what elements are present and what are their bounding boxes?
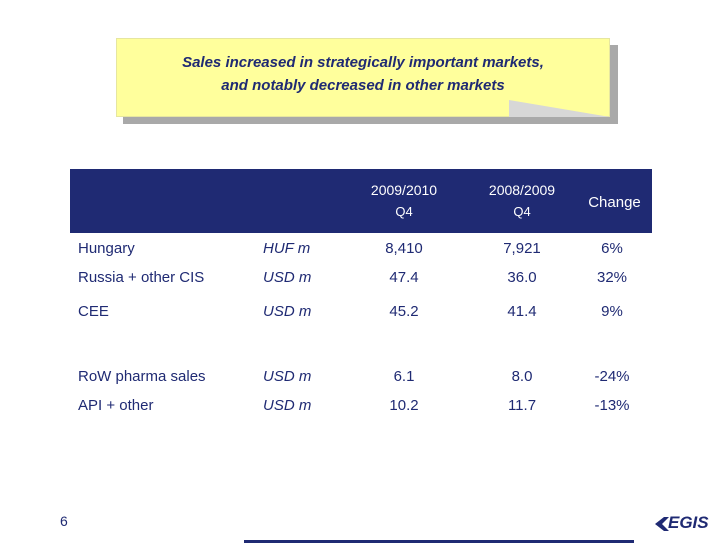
footer-divider (244, 540, 634, 543)
table-header (70, 169, 652, 233)
row-change: -24% (594, 368, 630, 385)
header-col-2008-2009-year: 2008/2009 (488, 182, 556, 198)
row-label: Hungary (78, 240, 135, 257)
row-value-2008-2009: 7,921 (503, 240, 541, 257)
table-row: Russia + other CIS USD m 47.4 36.0 32% (0, 269, 728, 293)
header-col-change: Change (572, 194, 657, 211)
headline-text: Sales increased in strategically importa… (117, 51, 609, 97)
row-label: RoW pharma sales (78, 368, 206, 385)
table-row: Hungary HUF m 8,410 7,921 6% (0, 240, 728, 264)
header-col-change-label: Change (588, 194, 641, 211)
row-value-2009-2010: 10.2 (389, 397, 419, 414)
row-value-2008-2009: 41.4 (507, 303, 537, 320)
row-value-2009-2010: 8,410 (385, 240, 423, 257)
row-value-2008-2009: 8.0 (511, 368, 533, 385)
header-col-2009-2010-year: 2009/2010 (370, 182, 438, 198)
row-change: 32% (596, 269, 628, 286)
egis-logo-icon (655, 517, 669, 531)
row-unit: USD m (263, 269, 312, 286)
row-value-2009-2010: 6.1 (393, 368, 415, 385)
table-row: RoW pharma sales USD m 6.1 8.0 -24% (0, 368, 728, 392)
row-unit: USD m (263, 397, 312, 414)
callout-fold-decoration (509, 100, 610, 117)
headline-line-2: and notably decreased in other markets (221, 77, 505, 94)
row-value-2009-2010: 45.2 (389, 303, 419, 320)
row-change: -13% (594, 397, 630, 414)
page-number: 6 (60, 513, 68, 529)
header-col-2008-2009: 2008/2009 Q4 (463, 182, 581, 219)
egis-logo-text: EGIS (668, 513, 709, 532)
row-unit: USD m (263, 368, 312, 385)
row-value-2008-2009: 36.0 (507, 269, 537, 286)
headline-line-1: Sales increased in strategically importa… (182, 54, 544, 71)
row-unit: USD m (263, 303, 312, 320)
row-unit: HUF m (263, 240, 311, 257)
header-col-2009-2010: 2009/2010 Q4 (345, 182, 463, 219)
row-change: 6% (601, 240, 623, 257)
table-row: API + other USD m 10.2 11.7 -13% (0, 397, 728, 421)
row-value-2008-2009: 11.7 (507, 397, 537, 414)
row-value-2009-2010: 47.4 (389, 269, 419, 286)
row-label: API + other (78, 397, 154, 414)
header-col-2009-2010-quarter: Q4 (395, 204, 413, 219)
row-change: 9% (601, 303, 623, 320)
row-label: CEE (78, 303, 109, 320)
row-label: Russia + other CIS (78, 269, 205, 286)
table-row: CEE USD m 45.2 41.4 9% (0, 303, 728, 327)
header-col-2008-2009-quarter: Q4 (513, 204, 531, 219)
